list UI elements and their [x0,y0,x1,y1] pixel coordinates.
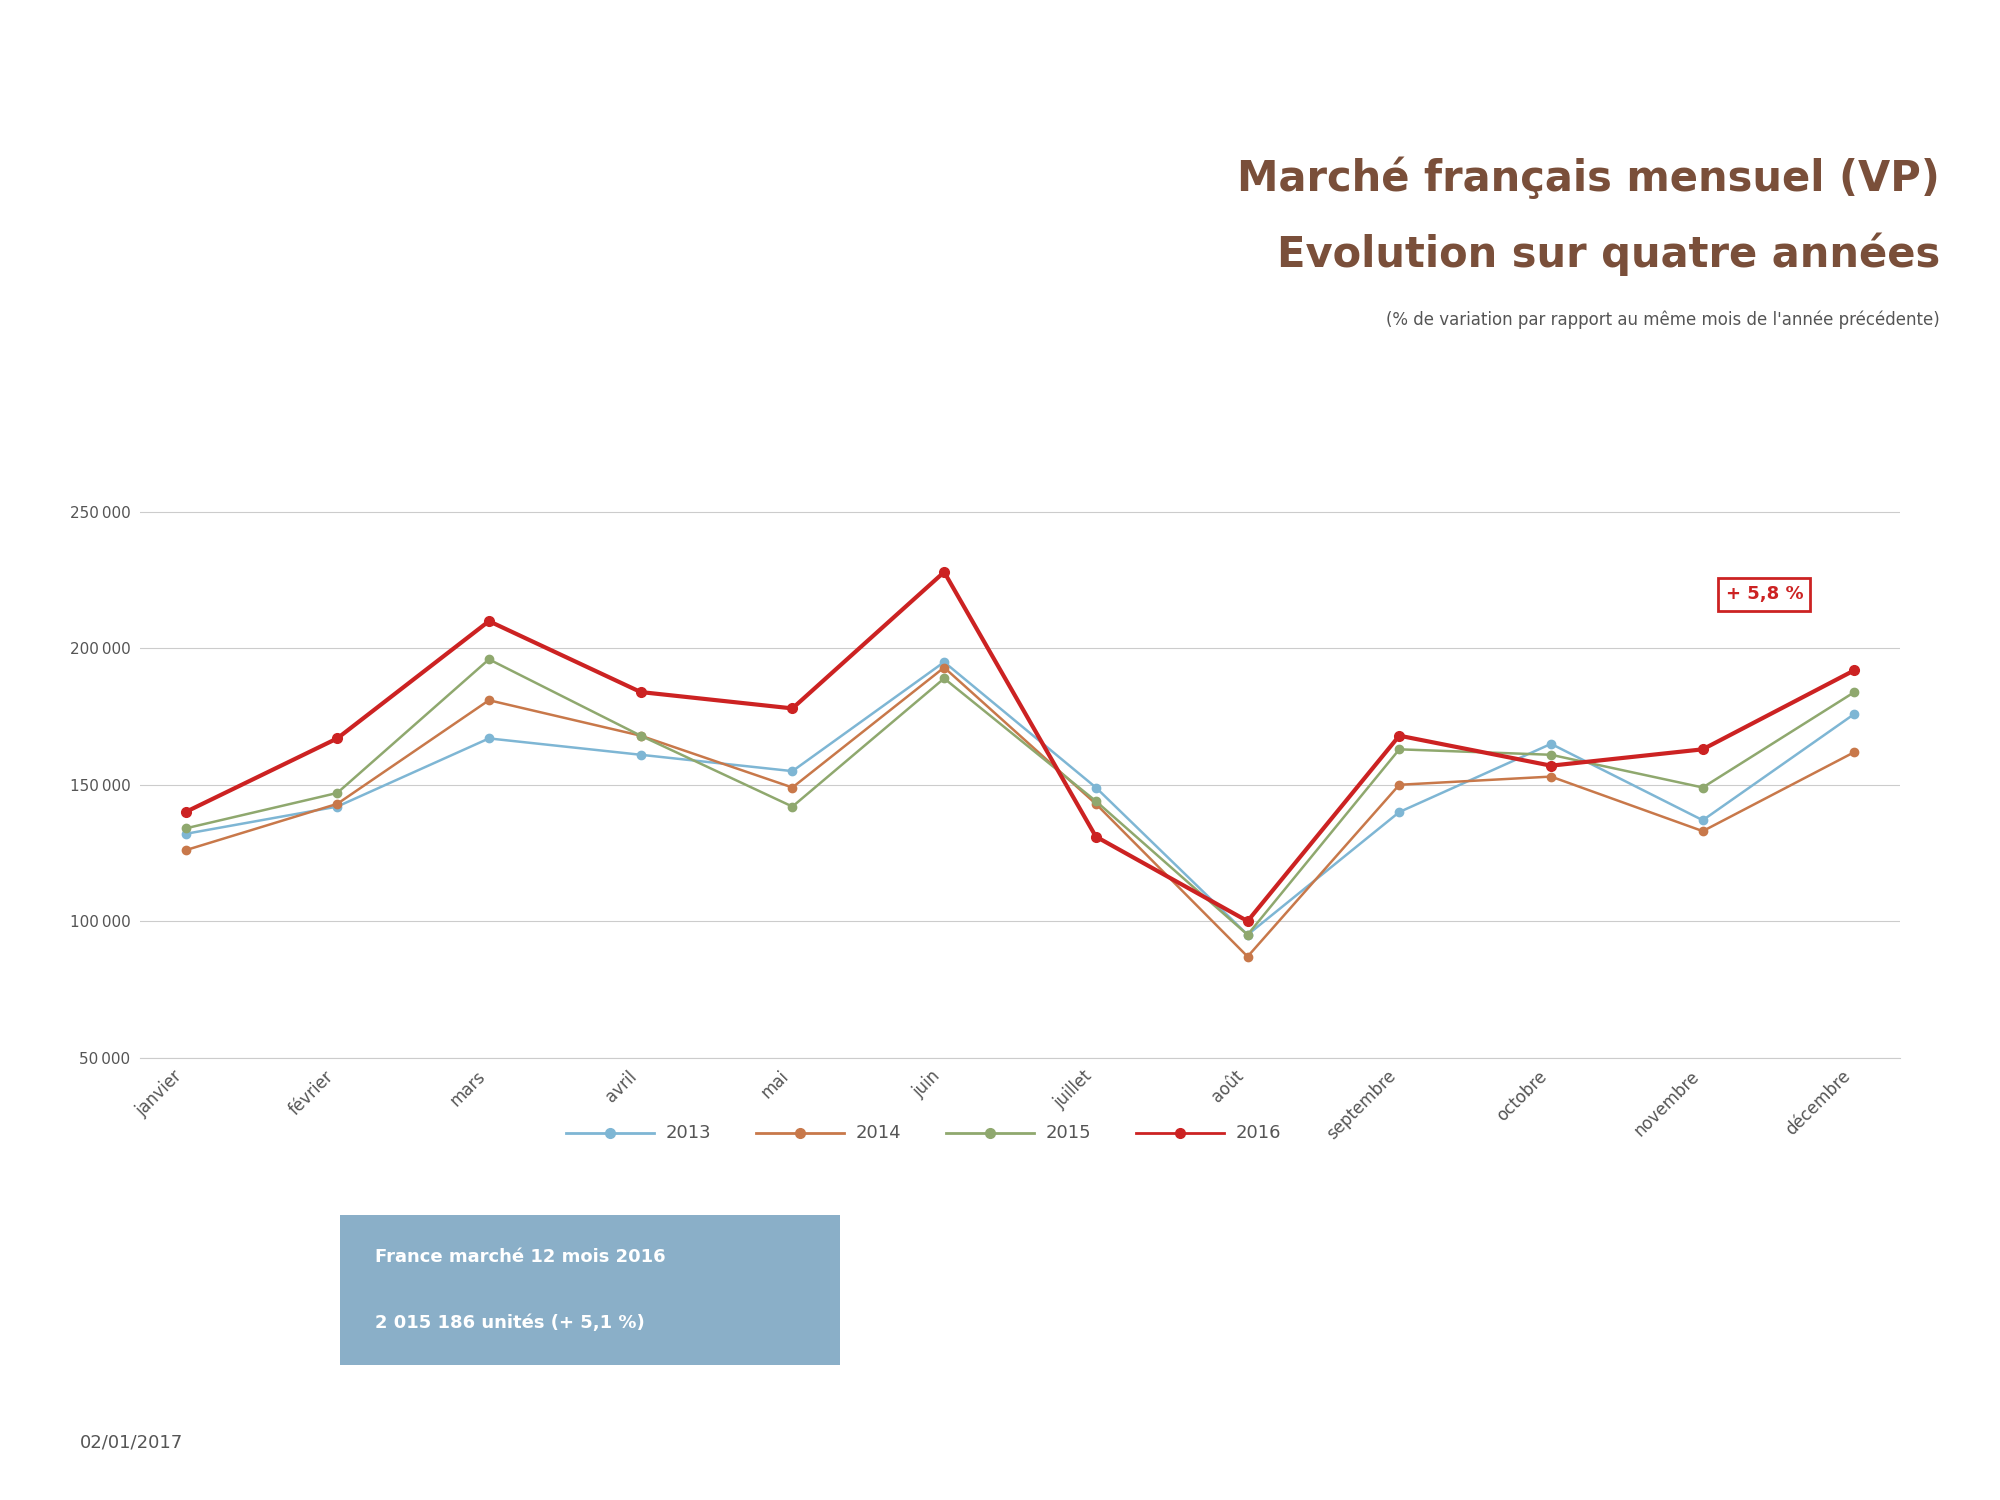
Line: 2014: 2014 [182,663,1858,962]
Line: 2015: 2015 [182,656,1858,939]
Text: 2 015 186 unités (+ 5,1 %): 2 015 186 unités (+ 5,1 %) [376,1314,644,1332]
2013 [1540,735,1564,753]
2013 [628,746,652,764]
2013 [476,729,500,747]
Text: Evolution sur quatre années: Evolution sur quatre années [1276,232,1940,276]
Line: 2016: 2016 [180,567,1860,926]
2014 [174,842,198,860]
Line: 2013: 2013 [182,658,1858,939]
Text: (% de variation par rapport au même mois de l'année précédente): (% de variation par rapport au même mois… [1386,310,1940,328]
2015 [628,726,652,744]
2014 [932,658,956,676]
Text: Marché français mensuel (VP): Marché français mensuel (VP) [1238,158,1940,200]
2013 [1236,926,1260,944]
Text: 02/01/2017: 02/01/2017 [80,1434,184,1452]
2014 [628,726,652,744]
2016 [174,802,198,820]
2015 [476,651,500,669]
2014 [1540,768,1564,786]
2015 [326,784,350,802]
2014 [1236,948,1260,966]
2015 [1236,926,1260,944]
2015 [932,669,956,687]
2016 [780,699,804,717]
2015 [174,819,198,837]
2016 [1690,741,1714,759]
2014 [780,778,804,796]
Text: 3: 3 [22,396,38,417]
2015 [1388,741,1412,759]
2013 [1084,778,1108,796]
2016 [932,562,956,580]
2016 [628,682,652,700]
Text: 2016: 2016 [1236,1124,1282,1142]
2015 [1540,746,1564,764]
2013 [932,652,956,670]
2014 [1084,795,1108,813]
2016 [1842,662,1866,680]
2016 [1388,726,1412,744]
2013 [174,825,198,843]
2016 [476,612,500,630]
2013 [780,762,804,780]
Text: + 5,8 %: + 5,8 % [1726,585,1804,603]
Text: 2014: 2014 [856,1124,902,1142]
2013 [1690,812,1714,830]
2013 [1842,705,1866,723]
2014 [1690,822,1714,840]
2013 [326,798,350,816]
2014 [326,795,350,813]
2016 [1236,912,1260,930]
2015 [780,798,804,816]
Text: 2015: 2015 [1046,1124,1092,1142]
2015 [1084,792,1108,810]
2014 [476,692,500,709]
2013 [1388,802,1412,820]
2014 [1388,776,1412,794]
2016 [1540,756,1564,774]
2016 [326,729,350,747]
2014 [1842,742,1866,760]
2015 [1842,682,1866,700]
2016 [1084,828,1108,846]
2015 [1690,778,1714,796]
Text: France marché 12 mois 2016: France marché 12 mois 2016 [376,1248,666,1266]
Text: 2013: 2013 [666,1124,712,1142]
